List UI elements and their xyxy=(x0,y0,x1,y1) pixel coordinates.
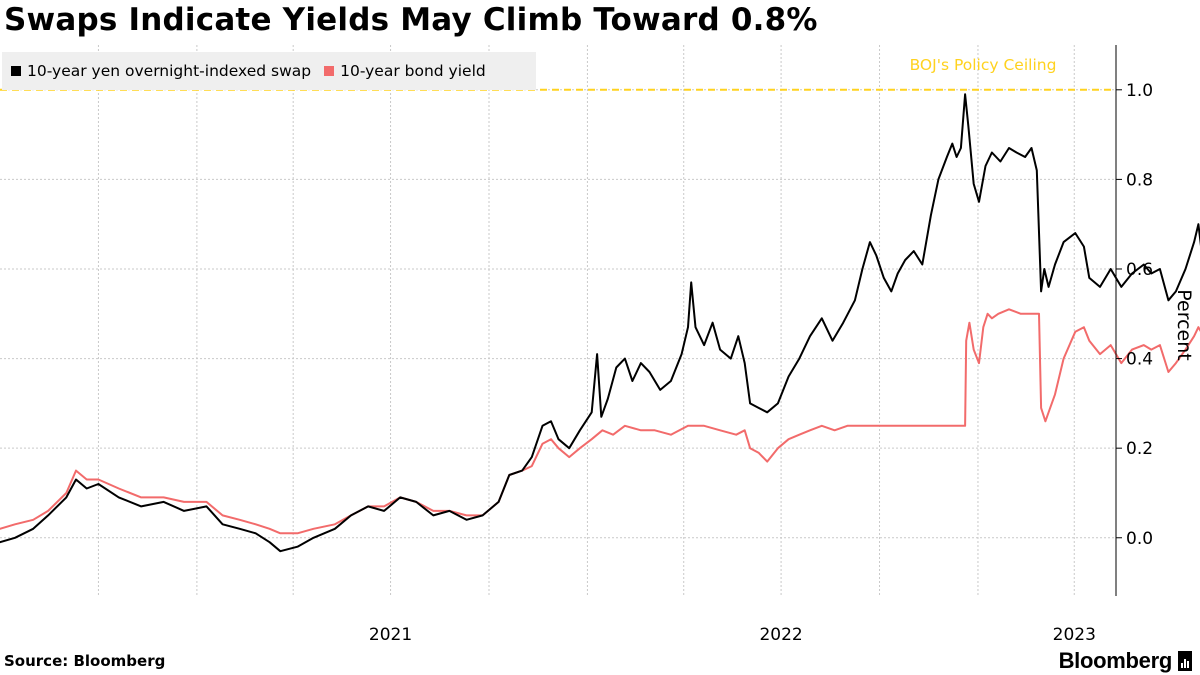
brand-name: Bloomberg xyxy=(1058,648,1173,673)
chart-legend: 10-year yen overnight-indexed swap 10-ye… xyxy=(2,52,536,90)
y-tick-label: 0.2 xyxy=(1126,439,1153,459)
y-axis-label: Percent xyxy=(1173,289,1195,361)
x-tick-label: 2022 xyxy=(759,625,802,645)
y-tick-label: 0.6 xyxy=(1126,260,1153,280)
source-note: Source: Bloomberg xyxy=(4,652,166,670)
legend-swatch-swap xyxy=(11,66,21,76)
policy-ceiling-label: BOJ's Policy Ceiling xyxy=(910,56,1057,74)
bloomberg-logo: Bloomberg xyxy=(1059,648,1192,674)
bar-chart-icon xyxy=(1178,651,1192,671)
series-lines xyxy=(0,93,1200,553)
chart-title: Swaps Indicate Yields May Climb Toward 0… xyxy=(4,2,818,38)
legend-label-swap: 10-year yen overnight-indexed swap xyxy=(27,62,312,80)
legend-item-swap: 10-year yen overnight-indexed swap xyxy=(11,62,311,80)
swap-series-line xyxy=(0,93,1200,553)
bond-series-line xyxy=(0,308,1200,535)
x-tick-label: 2021 xyxy=(369,625,412,645)
legend-item-bond: 10-year bond yield xyxy=(324,62,486,80)
gridlines xyxy=(0,45,1116,596)
x-tick-label: 2023 xyxy=(1053,625,1096,645)
legend-label-bond: 10-year bond yield xyxy=(340,62,486,80)
y-tick-label: 0.0 xyxy=(1126,529,1153,549)
legend-swatch-bond xyxy=(324,66,335,76)
y-tick-label: 0.4 xyxy=(1126,350,1153,370)
y-axis: 0.0 0.2 0.4 0.6 0.8 1.0 Percent xyxy=(1115,45,1195,596)
y-tick-label: 0.8 xyxy=(1126,170,1153,190)
x-axis: 2021 2022 2023 xyxy=(369,625,1096,645)
y-tick-label: 1.0 xyxy=(1126,81,1153,101)
